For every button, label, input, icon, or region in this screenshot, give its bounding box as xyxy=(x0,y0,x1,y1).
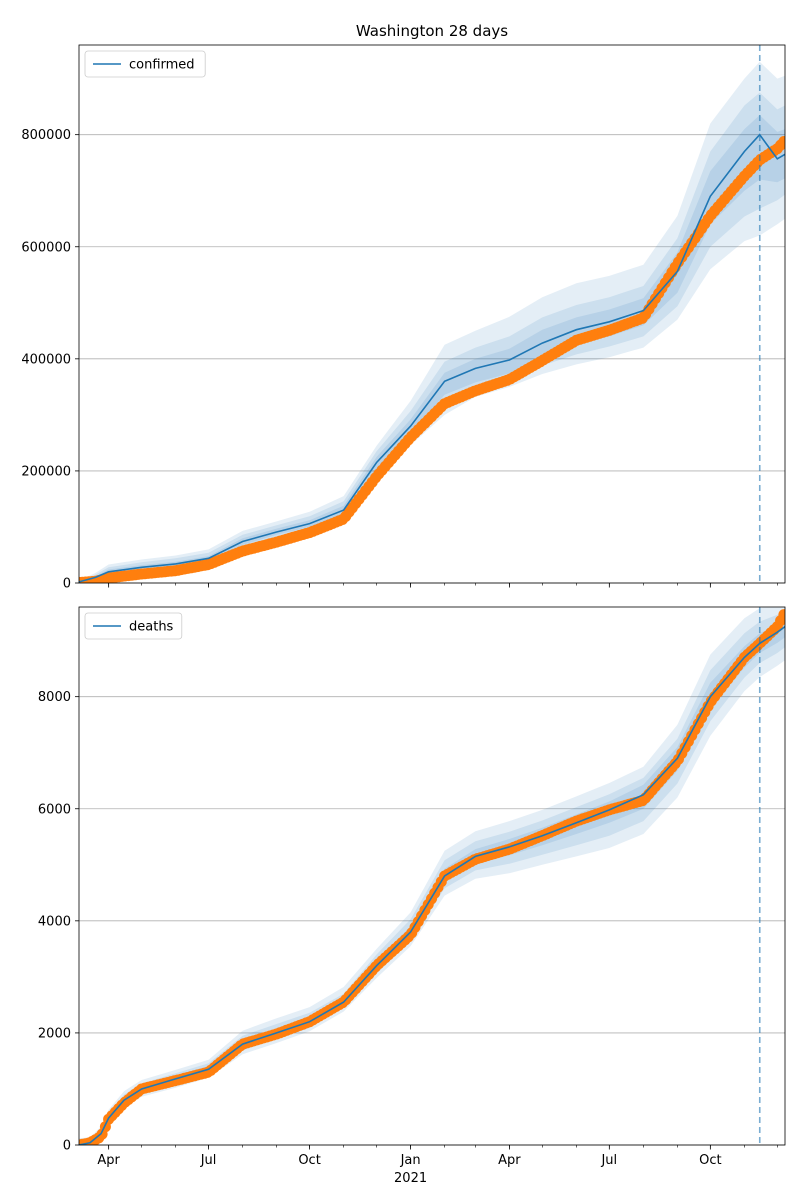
confirmed-y-tick-label: 800000 xyxy=(21,128,71,143)
deaths-observed-point xyxy=(778,609,785,621)
deaths-y-tick-label: 8000 xyxy=(38,690,71,705)
deaths-axes-frame xyxy=(78,606,786,1146)
deaths-y-tick-label: 6000 xyxy=(38,802,71,817)
confirmed-legend-label: confirmed xyxy=(129,58,195,73)
deaths-y-tick-label: 2000 xyxy=(38,1026,71,1041)
confirmed-legend: confirmed xyxy=(84,50,206,78)
confirmed-y-tick-label: 400000 xyxy=(21,352,71,367)
confirmed-legend-box xyxy=(84,50,206,78)
confirmed-chart-panel: 0 200000 400000 600000 800000 Washington 28 d… xyxy=(21,22,786,592)
deaths-legend-label: deaths xyxy=(129,620,174,635)
deaths-x-tick-label: Jan xyxy=(400,1153,421,1168)
confirmed-y-tick-label: 600000 xyxy=(21,240,71,255)
deaths-x-tick-label: Jul xyxy=(600,1153,617,1168)
deaths-plot-area xyxy=(79,607,785,1145)
deaths-x-tick-label: Jul xyxy=(200,1153,217,1168)
confirmed-axes-frame xyxy=(78,44,786,584)
confirmed-y-tick-label: 200000 xyxy=(21,464,71,479)
confirmed-chart-title: Washington 28 days xyxy=(356,22,508,40)
deaths-x-tick-label: Oct xyxy=(699,1153,721,1168)
deaths-model-line xyxy=(79,625,785,1145)
deaths-uncertainty-band xyxy=(79,607,785,1145)
deaths-legend: deaths xyxy=(84,612,183,640)
deaths-x-tick-year-label: 2021 xyxy=(394,1171,427,1186)
confirmed-plot-area xyxy=(79,61,785,583)
deaths-legend-box xyxy=(84,612,183,640)
deaths-y-tick-label: 0 xyxy=(63,1139,71,1154)
confirmed-model-line xyxy=(79,133,785,583)
deaths-x-tick-label: Apr xyxy=(97,1153,120,1168)
confirmed-observed-point xyxy=(778,136,785,147)
deaths-x-tick-label: Apr xyxy=(498,1153,521,1168)
deaths-chart-panel: 0 2000 4000 6000 8000 Apr Jul Oct Jan 2021 Apr Jul O… xyxy=(38,606,786,1186)
deaths-y-tick-label: 4000 xyxy=(38,914,71,929)
confirmed-y-tick-label: 0 xyxy=(63,577,71,592)
deaths-x-tick-label: Oct xyxy=(298,1153,320,1168)
